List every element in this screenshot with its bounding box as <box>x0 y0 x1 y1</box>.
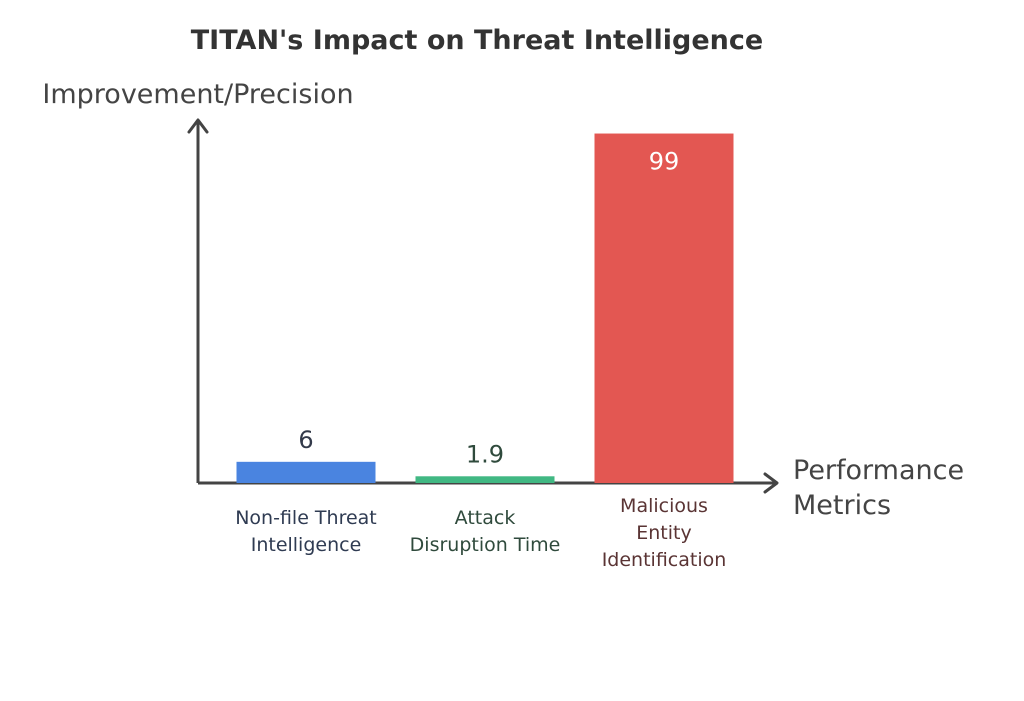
bars-group <box>236 133 734 483</box>
y-axis-arrow-icon <box>187 118 209 134</box>
category-label: Intelligence <box>251 534 362 556</box>
y-axis-label: Improvement/Precision <box>42 79 353 110</box>
chart-title: TITAN's Impact on Threat Intelligence <box>191 25 763 56</box>
category-label: Entity <box>636 522 691 544</box>
category-label: Attack <box>455 507 516 529</box>
category-label: Malicious <box>620 495 708 517</box>
category-label: Non-file Threat <box>235 507 377 529</box>
bar <box>236 461 376 483</box>
value-labels-group: 6 1.9 99 <box>298 148 679 469</box>
bar <box>415 476 555 483</box>
bar <box>594 133 734 483</box>
bar-value-label: 6 <box>298 426 313 454</box>
x-axis-label-line-2: Metrics <box>793 490 891 521</box>
category-label: Disruption Time <box>410 534 561 556</box>
bar-value-label: 1.9 <box>466 440 504 468</box>
category-labels-group: Non-file Threat Intelligence Attack Disrupt… <box>235 495 726 571</box>
x-axis-label-line-1: Performance <box>793 455 964 486</box>
bar-value-label: 99 <box>649 148 680 176</box>
category-label: Identification <box>602 549 727 571</box>
x-axis-arrow-icon <box>763 472 779 494</box>
